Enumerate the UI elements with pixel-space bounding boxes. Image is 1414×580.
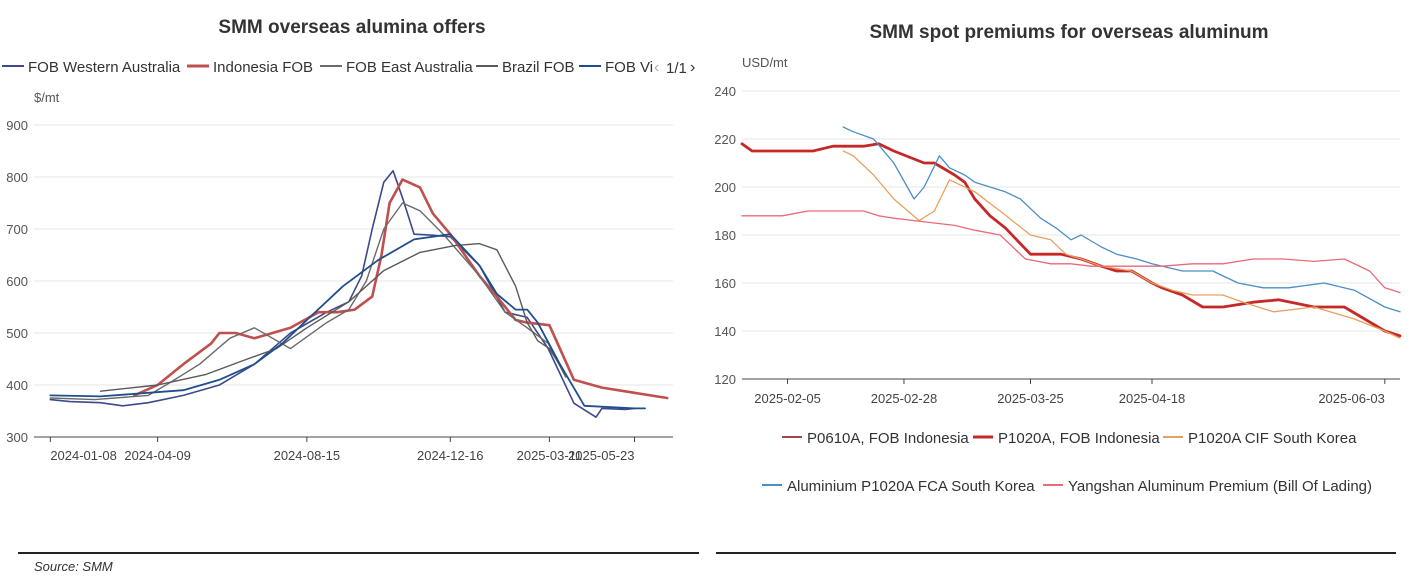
x-tick-label: 2025-05-23 — [568, 448, 635, 463]
series-line-yangshan-aluminum-premium-bill-of-lading — [741, 210, 1401, 294]
x-tick-label: 2025-06-03 — [1318, 391, 1385, 406]
right-grid — [742, 90, 1400, 380]
y-tick-label: 300 — [6, 430, 28, 445]
series-line-aluminium-p1020a-fca-south-korea — [842, 126, 1401, 313]
right-divider — [716, 552, 1396, 554]
series-line-fob-western-australia — [49, 170, 636, 419]
x-tick-label: 2025-02-05 — [754, 391, 821, 406]
left-divider — [18, 552, 699, 554]
legend-item-p1020a-fob-indonesia[interactable]: P1020A, FOB Indonesia — [973, 430, 1160, 447]
right-axis: 120 140 160 180 200 220 240 2025-02-05 2025-02-2… — [714, 84, 1400, 406]
right-chart-title: SMM spot premiums for overseas aluminum — [869, 22, 1268, 43]
legend-label: P1020A CIF South Korea — [1188, 430, 1357, 447]
legend-label: FOB Vi — [605, 59, 653, 76]
left-grid — [34, 124, 673, 438]
legend-item-aluminium-p1020a-fca-south-korea[interactable]: Aluminium P1020A FCA South Korea — [762, 478, 1035, 495]
y-tick-label: 600 — [6, 274, 28, 289]
series-line-p1020a-cif-south-korea — [842, 150, 1401, 339]
legend-label: P0610A, FOB Indonesia — [807, 430, 969, 447]
legend-label: Brazil FOB — [502, 59, 575, 76]
y-tick-label: 200 — [714, 180, 736, 195]
left-series-group — [49, 170, 669, 419]
y-tick-label: 700 — [6, 222, 28, 237]
series-line-brazil-fob — [99, 242, 567, 392]
series-line-indonesia-fob — [133, 178, 669, 400]
right-y-unit: USD/mt — [742, 55, 788, 70]
y-tick-label: 140 — [714, 324, 736, 339]
legend-item-p1020a-cif-south-korea[interactable]: P1020A CIF South Korea — [1163, 430, 1357, 447]
y-tick-label: 220 — [714, 132, 736, 147]
legend-label: P1020A, FOB Indonesia — [998, 430, 1160, 447]
right-line-chart: SMM spot premiums for overseas aluminum … — [714, 22, 1402, 495]
y-tick-label: 800 — [6, 170, 28, 185]
pager-prev-icon[interactable]: ‹ — [654, 59, 659, 76]
legend-item-brazil-fob[interactable]: Brazil FOB — [476, 59, 575, 76]
x-tick-label: 2025-03-11 — [517, 448, 583, 463]
x-tick-label: 2025-02-28 — [871, 391, 938, 406]
legend-item-indonesia-fob[interactable]: Indonesia FOB — [187, 59, 313, 76]
legend-item-fob-western-australia[interactable]: FOB Western Australia — [2, 59, 181, 76]
y-tick-label: 120 — [714, 372, 736, 387]
legend-item-fob-east-australia[interactable]: FOB East Australia — [320, 59, 473, 76]
y-tick-label: 180 — [714, 228, 736, 243]
source-note: Source: SMM — [34, 559, 113, 574]
y-tick-label: 160 — [714, 276, 736, 291]
left-line-chart: SMM overseas alumina offers FOB Western … — [2, 17, 695, 463]
left-axis: 300 400 500 600 700 800 900 2024-01-08 2024-04-0… — [6, 118, 673, 463]
y-tick-label: 500 — [6, 326, 28, 341]
series-line-fob-vi — [49, 233, 646, 410]
y-tick-label: 240 — [714, 84, 736, 99]
legend-label: Yangshan Aluminum Premium (Bill Of Ladin… — [1068, 478, 1372, 495]
legend-label: Indonesia FOB — [213, 59, 313, 76]
series-line-p1020a-fob-indonesia — [740, 142, 1402, 338]
legend-label: Aluminium P1020A FCA South Korea — [787, 478, 1035, 495]
legend-item-p0610a-fob-indonesia[interactable]: P0610A, FOB Indonesia — [782, 430, 969, 447]
x-tick-label: 2025-04-18 — [1119, 391, 1186, 406]
legend-label: FOB Western Australia — [28, 59, 181, 76]
legend-item-fob-vi[interactable]: FOB Vi — [579, 59, 653, 76]
pager-text: 1/1 — [666, 60, 687, 77]
series-line-fob-east-australia — [49, 202, 567, 401]
legend-pager: ‹ 1/1 › — [654, 59, 695, 77]
right-legend: P0610A, FOB Indonesia P1020A, FOB Indones… — [762, 430, 1372, 495]
x-tick-label: 2025-03-25 — [997, 391, 1064, 406]
legend-label: FOB East Australia — [346, 59, 473, 76]
right-series-group — [740, 126, 1402, 339]
pager-next-icon[interactable]: › — [690, 59, 695, 76]
left-y-unit: $/mt — [34, 90, 60, 105]
left-legend: FOB Western Australia Indonesia FOB FOB Ea… — [2, 59, 653, 76]
y-tick-label: 900 — [6, 118, 28, 133]
x-tick-label: 2024-12-16 — [417, 448, 484, 463]
x-tick-label: 2024-08-15 — [274, 448, 341, 463]
x-tick-label: 2024-04-09 — [124, 448, 191, 463]
x-tick-label: 2024-01-08 — [50, 448, 117, 463]
legend-item-yangshan-aluminum-premium-bill-of-lading[interactable]: Yangshan Aluminum Premium (Bill Of Ladin… — [1043, 478, 1372, 495]
left-chart-title: SMM overseas alumina offers — [218, 17, 485, 38]
y-tick-label: 400 — [6, 378, 28, 393]
